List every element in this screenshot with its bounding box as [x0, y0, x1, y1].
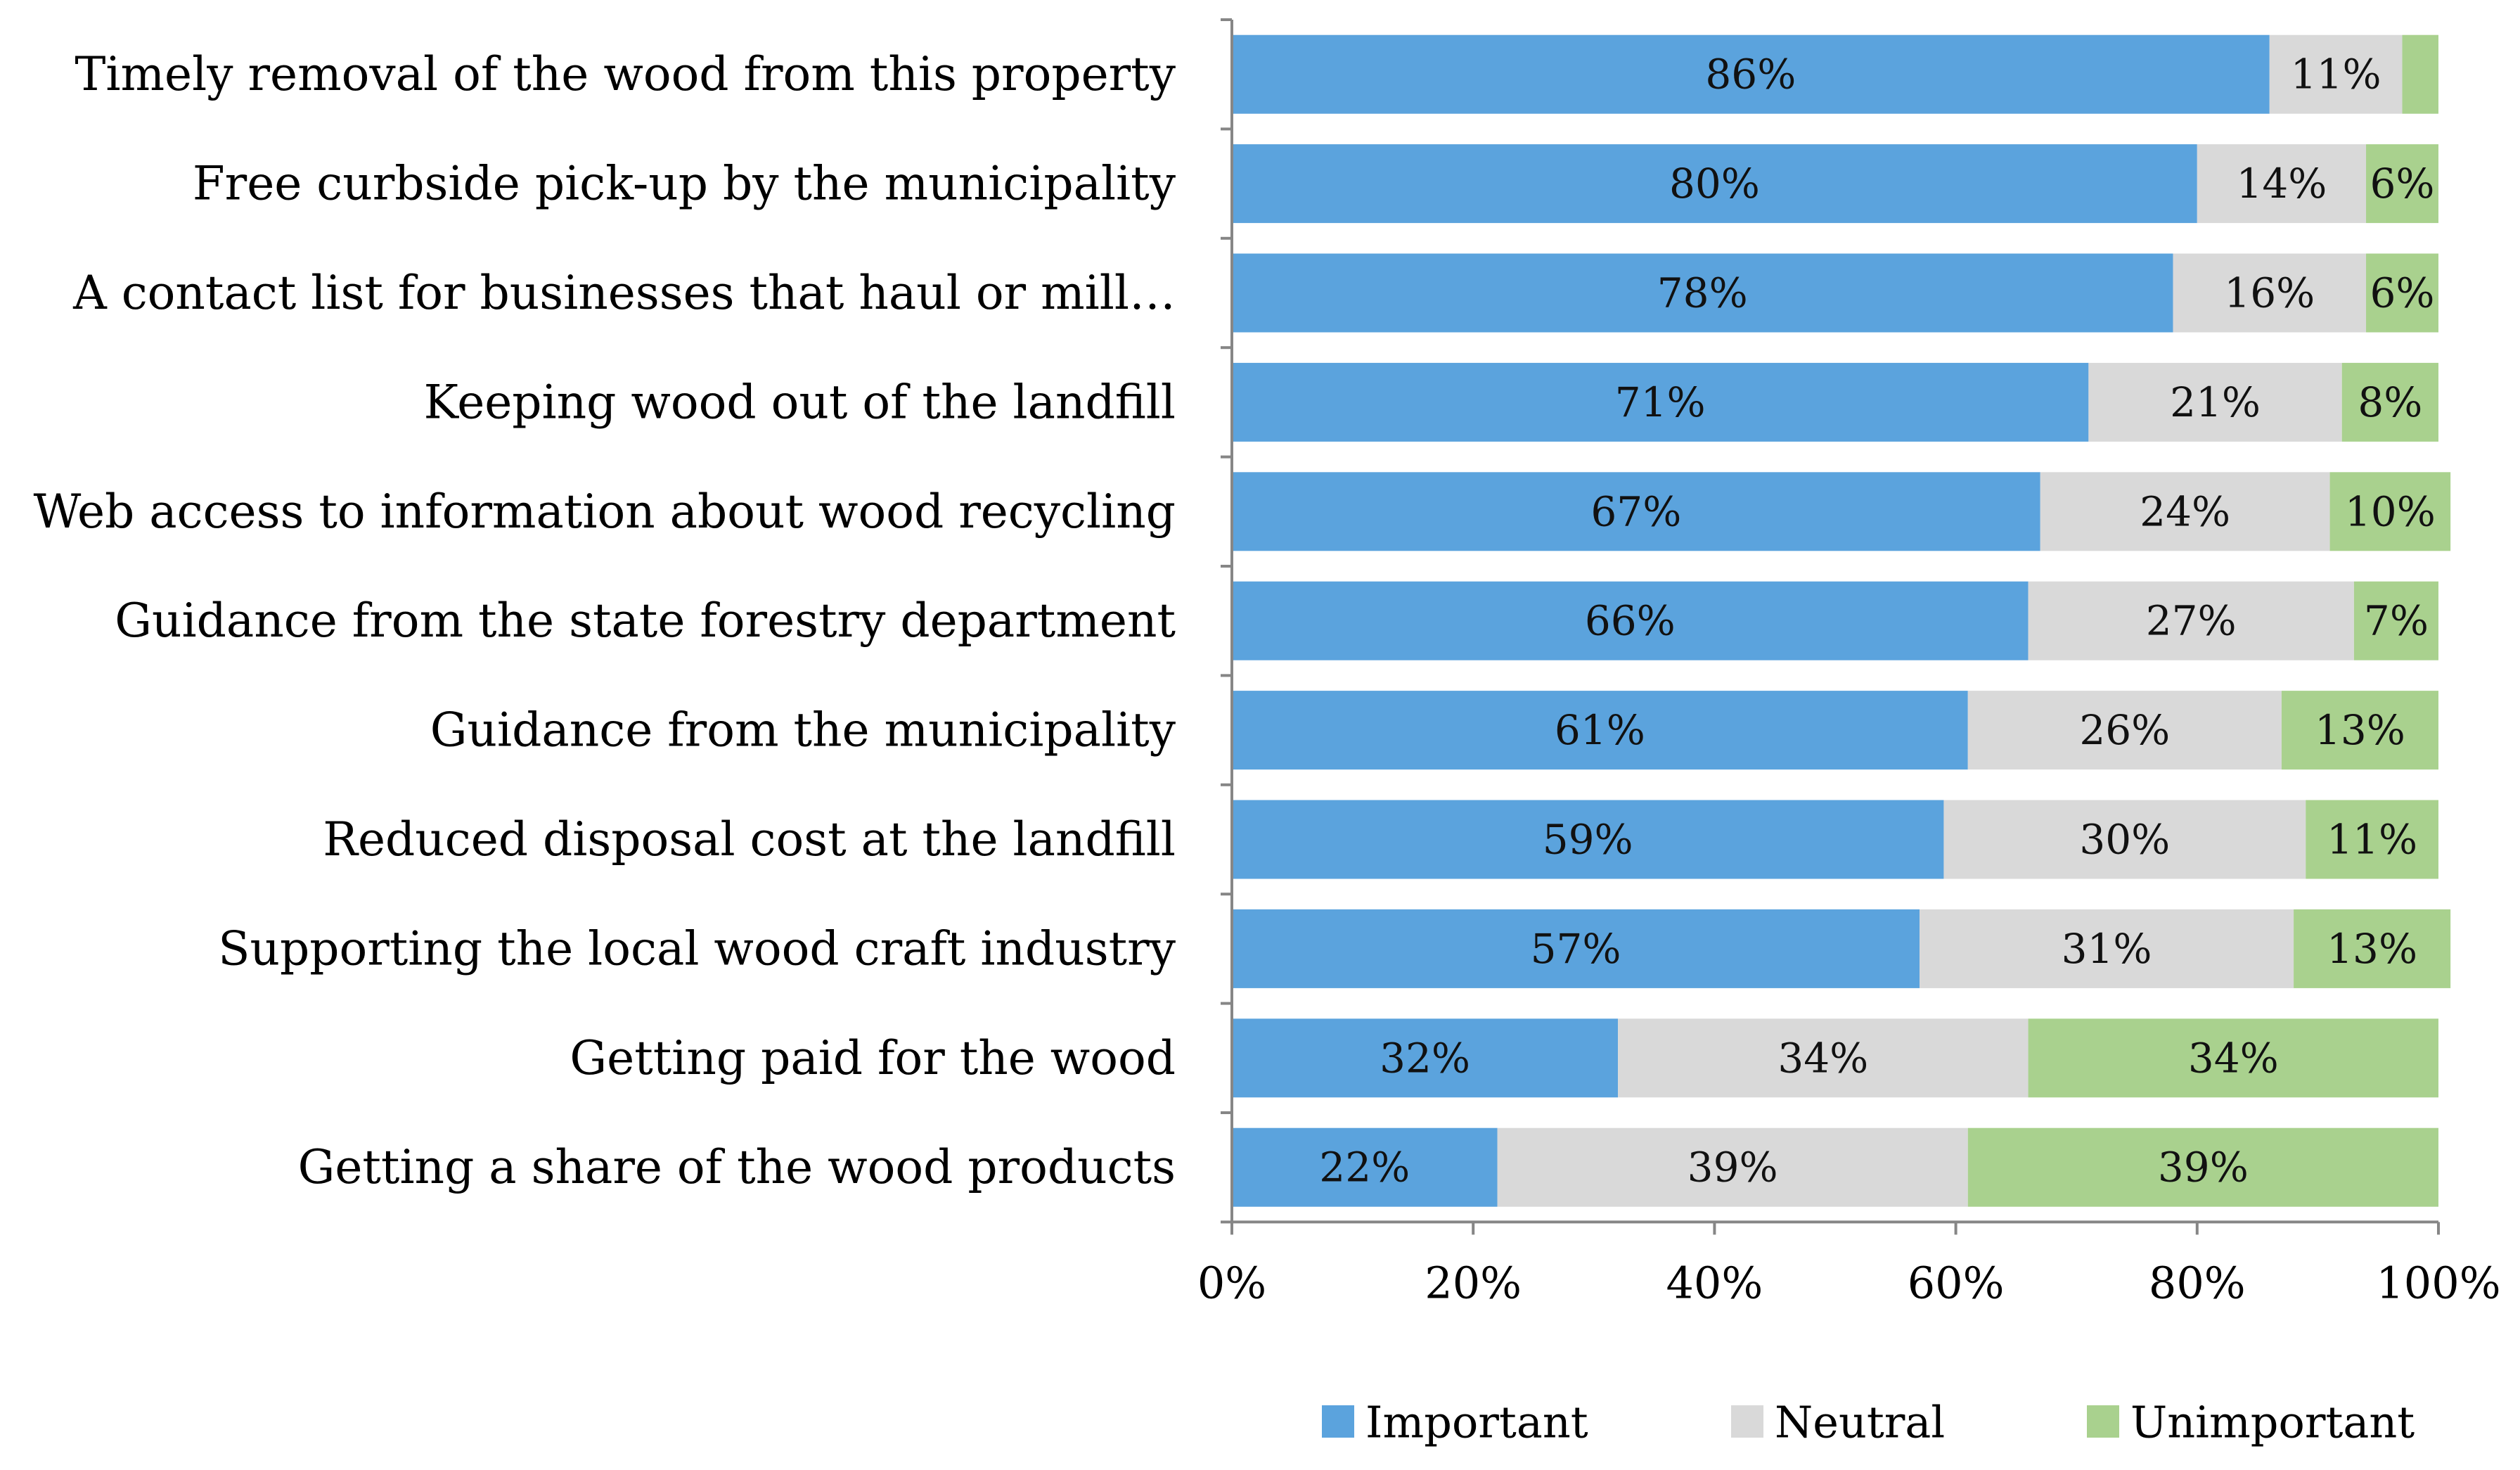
- data-label-neutral-5: 27%: [2146, 597, 2237, 645]
- data-label-important-7: 59%: [1543, 816, 1633, 864]
- bar-neutral-5: [2028, 581, 2354, 660]
- bar-unimportant-6: [2281, 691, 2438, 770]
- bar-important-9: [1232, 1018, 1619, 1098]
- data-label-important-6: 61%: [1555, 706, 1645, 754]
- bar-neutral-10: [1497, 1127, 1968, 1207]
- bar-important-6: [1232, 691, 1968, 770]
- legend-swatch-neutral: [1731, 1405, 1763, 1438]
- bar-neutral-9: [1618, 1018, 2029, 1098]
- bar-important-4: [1232, 472, 2040, 551]
- axes: 0% 20% 40% 60% 80% 100%: [1197, 18, 2501, 1308]
- bar-important-2: [1232, 253, 2173, 333]
- category-label-2: A contact list for businesses that haul …: [72, 266, 1176, 320]
- data-label-unimportant-7: 11%: [2327, 816, 2417, 864]
- data-label-neutral-6: 26%: [2079, 706, 2170, 754]
- bar-unimportant-2: [2366, 253, 2438, 333]
- data-label-unimportant-4: 10%: [2345, 487, 2436, 535]
- bar-important-8: [1232, 909, 1920, 988]
- data-label-neutral-3: 21%: [2170, 378, 2261, 426]
- x-tick-label-2: 40%: [1666, 1257, 1763, 1308]
- legend-label-important: Important: [1365, 1397, 1588, 1448]
- data-label-neutral-9: 34%: [1778, 1034, 1868, 1082]
- legend-label-unimportant: Unimportant: [2130, 1397, 2415, 1448]
- bar-neutral-8: [1920, 909, 2294, 988]
- data-label-important-4: 67%: [1590, 487, 1681, 535]
- bar-unimportant-5: [2353, 581, 2438, 660]
- bar-important-7: [1232, 800, 1944, 879]
- category-label-0: Timely removal of the wood from this pro…: [75, 47, 1176, 101]
- data-label-important-9: 32%: [1380, 1034, 1470, 1082]
- bar-neutral-2: [2173, 253, 2367, 333]
- category-label-9: Getting paid for the wood: [570, 1031, 1176, 1085]
- category-label-6: Guidance from the municipality: [430, 703, 1176, 758]
- category-label-4: Web access to information about wood rec…: [34, 485, 1176, 539]
- category-label-3: Keeping wood out of the landfill: [424, 375, 1176, 429]
- legend-label-neutral: Neutral: [1775, 1397, 1945, 1448]
- x-tick-label-4: 80%: [2149, 1257, 2246, 1308]
- bar-neutral-3: [2088, 362, 2342, 442]
- category-label-5: Guidance from the state forestry departm…: [115, 594, 1176, 648]
- legend: Important Neutral Unimportant: [1322, 1397, 2415, 1448]
- bar-neutral-4: [2040, 472, 2330, 551]
- category-label-7: Reduced disposal cost at the landfill: [323, 812, 1176, 867]
- x-tick-label-5: 100%: [2376, 1257, 2500, 1308]
- data-label-important-8: 57%: [1531, 925, 1621, 973]
- data-label-important-3: 71%: [1615, 378, 1706, 426]
- data-label-neutral-4: 24%: [2140, 487, 2230, 535]
- bar-important-1: [1232, 144, 2197, 224]
- bar-important-3: [1232, 362, 2089, 442]
- category-label-10: Getting a share of the wood products: [298, 1140, 1176, 1194]
- x-tick-label-0: 0%: [1197, 1257, 1266, 1308]
- data-label-unimportant-6: 13%: [2315, 706, 2405, 754]
- x-tick-label-3: 60%: [1908, 1257, 2005, 1308]
- bar-unimportant-0: [2402, 34, 2438, 114]
- data-label-unimportant-8: 13%: [2327, 925, 2417, 973]
- bar-unimportant-10: [1967, 1127, 2438, 1207]
- bar-area: 86% 11% 80% 14% 6% 78% 16% 6% 71% 21% 8% 67% 24% 10% 6…: [1232, 34, 2451, 1207]
- category-label-1: Free curbside pick-up by the municipalit…: [193, 157, 1176, 211]
- category-label-8: Supporting the local wood craft industry: [218, 921, 1176, 976]
- x-tick-label-1: 20%: [1425, 1257, 1522, 1308]
- category-labels: Timely removal of the wood from this pro…: [34, 47, 1176, 1194]
- bar-important-10: [1232, 1127, 1498, 1207]
- data-label-neutral-1: 14%: [2236, 160, 2327, 207]
- data-label-important-2: 78%: [1657, 269, 1748, 317]
- data-label-unimportant-3: 8%: [2358, 378, 2422, 426]
- bar-unimportant-8: [2294, 909, 2451, 988]
- bar-important-0: [1232, 34, 2270, 114]
- bar-neutral-0: [2269, 34, 2403, 114]
- data-label-neutral-8: 31%: [2062, 925, 2152, 973]
- bar-unimportant-7: [2306, 800, 2438, 879]
- data-label-important-10: 22%: [1319, 1144, 1410, 1191]
- bar-important-5: [1232, 581, 2029, 660]
- data-label-important-1: 80%: [1669, 160, 1760, 207]
- data-label-neutral-10: 39%: [1688, 1144, 1778, 1191]
- data-label-neutral-0: 11%: [2291, 51, 2381, 98]
- legend-swatch-important: [1322, 1405, 1354, 1438]
- bar-unimportant-9: [2028, 1018, 2438, 1098]
- legend-swatch-unimportant: [2087, 1405, 2119, 1438]
- bar-neutral-7: [1943, 800, 2306, 879]
- bar-neutral-1: [2197, 144, 2367, 224]
- data-label-unimportant-2: 6%: [2370, 269, 2435, 317]
- bar-unimportant-3: [2341, 362, 2438, 442]
- data-label-unimportant-10: 39%: [2158, 1144, 2249, 1191]
- bar-neutral-6: [1967, 691, 2282, 770]
- data-label-important-5: 66%: [1585, 597, 1676, 645]
- data-label-neutral-7: 30%: [2079, 816, 2170, 864]
- data-label-neutral-2: 16%: [2224, 269, 2315, 317]
- bar-unimportant-1: [2366, 144, 2438, 224]
- data-label-unimportant-1: 6%: [2370, 160, 2435, 207]
- data-label-important-0: 86%: [1705, 51, 1796, 98]
- data-label-unimportant-9: 34%: [2188, 1034, 2279, 1082]
- bar-unimportant-4: [2329, 472, 2451, 551]
- data-label-unimportant-5: 7%: [2364, 597, 2429, 645]
